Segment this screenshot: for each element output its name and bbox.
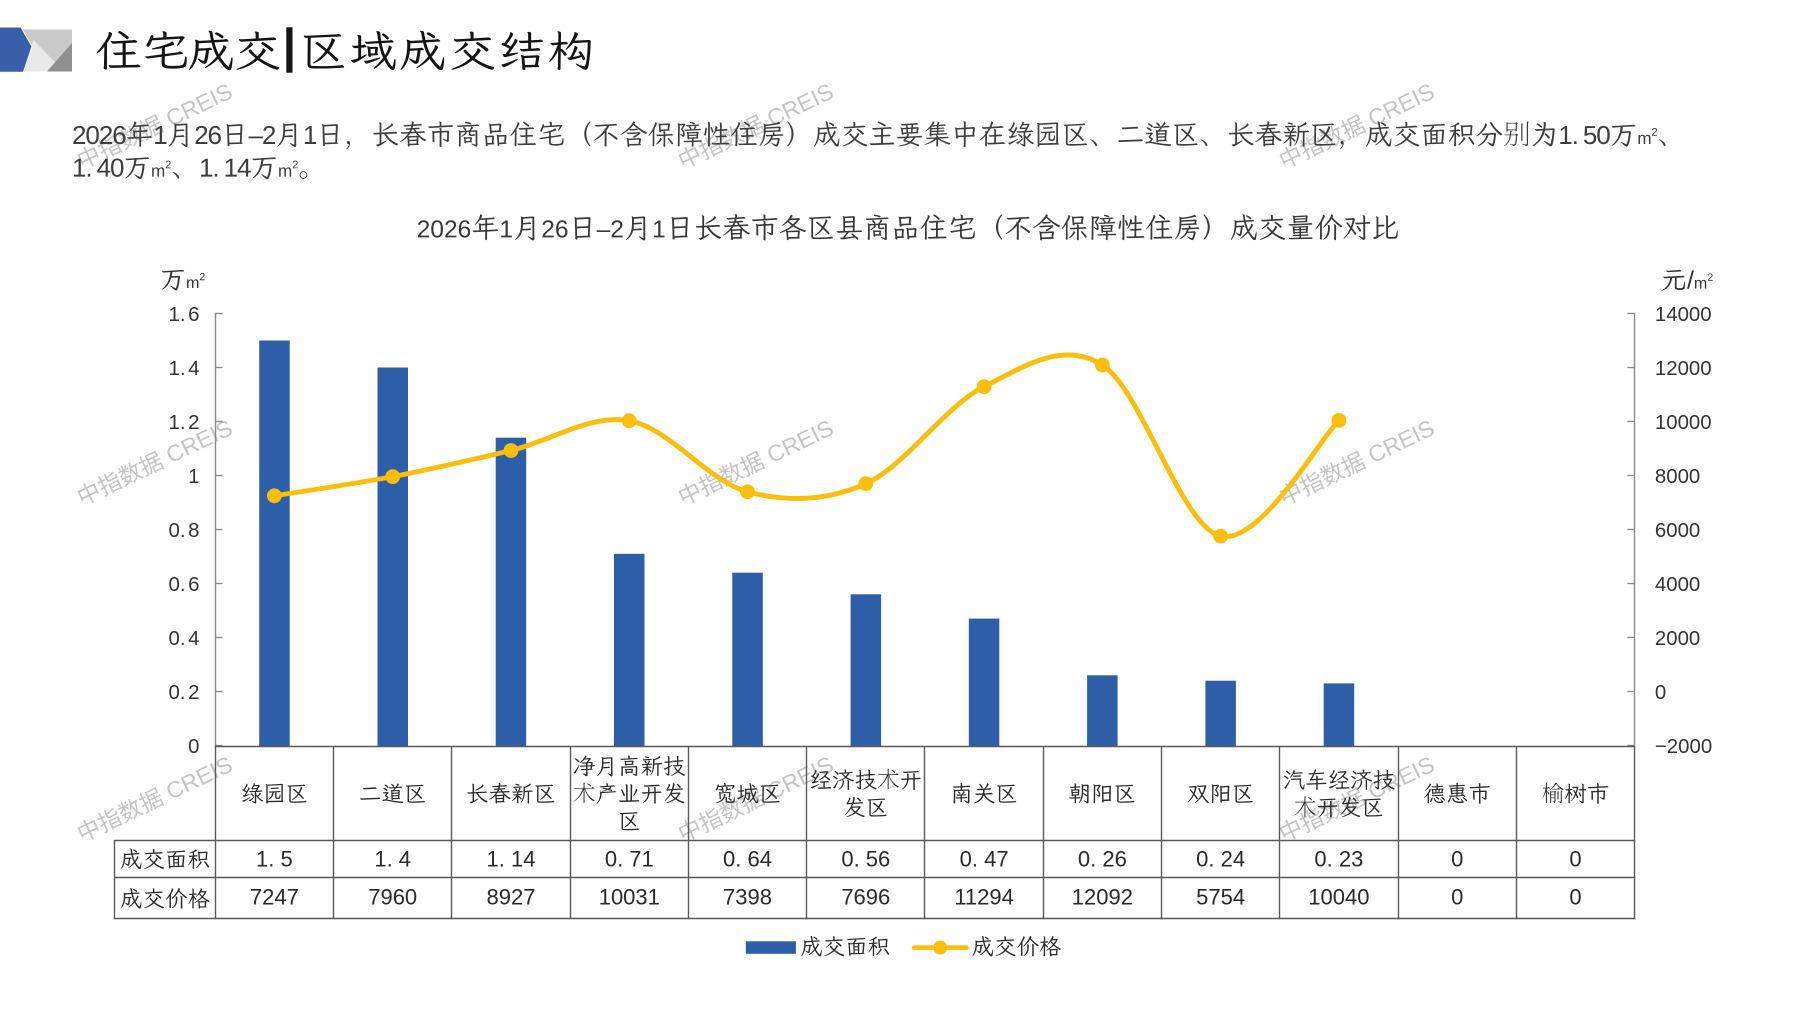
svg-text:0. 71: 0. 71 <box>605 846 654 871</box>
svg-text:12092: 12092 <box>1072 885 1133 910</box>
svg-text:0: 0 <box>1451 846 1463 871</box>
svg-text:14000: 14000 <box>1655 304 1712 326</box>
svg-text:12000: 12000 <box>1655 358 1712 380</box>
svg-text:0. 24: 0. 24 <box>1196 846 1245 871</box>
svg-text:0: 0 <box>188 736 199 758</box>
svg-text:1. 14: 1. 14 <box>487 846 536 871</box>
svg-text:0. 4: 0. 4 <box>168 628 199 650</box>
svg-text:8927: 8927 <box>487 885 536 910</box>
svg-text:10031: 10031 <box>599 885 660 910</box>
svg-text:0. 64: 0. 64 <box>723 846 772 871</box>
svg-text:6000: 6000 <box>1655 520 1700 542</box>
svg-text:0: 0 <box>1569 885 1581 910</box>
svg-text:11294: 11294 <box>954 885 1014 910</box>
svg-text:0. 26: 0. 26 <box>1078 846 1127 871</box>
svg-text:7398: 7398 <box>723 885 772 910</box>
svg-text:7247: 7247 <box>250 885 299 910</box>
svg-text:0. 56: 0. 56 <box>841 846 890 871</box>
svg-text:0. 6: 0. 6 <box>168 574 199 596</box>
svg-text:1. 6: 1. 6 <box>168 304 199 326</box>
svg-text:0. 47: 0. 47 <box>960 846 1009 871</box>
svg-text:0. 2: 0. 2 <box>168 682 199 704</box>
svg-text:0: 0 <box>1451 885 1463 910</box>
svg-text:7960: 7960 <box>368 885 417 910</box>
svg-text:7696: 7696 <box>841 885 890 910</box>
svg-text:5754: 5754 <box>1196 885 1245 910</box>
svg-text:−2000: −2000 <box>1655 736 1712 758</box>
svg-text:4000: 4000 <box>1655 574 1700 596</box>
svg-text:0. 8: 0. 8 <box>168 520 199 542</box>
svg-text:10000: 10000 <box>1655 412 1712 434</box>
svg-text:1: 1 <box>188 466 199 488</box>
svg-text:0: 0 <box>1655 682 1666 704</box>
svg-text:1. 4: 1. 4 <box>168 358 199 380</box>
svg-text:8000: 8000 <box>1655 466 1700 488</box>
svg-text:1. 4: 1. 4 <box>374 846 411 871</box>
svg-text:2000: 2000 <box>1655 628 1700 650</box>
svg-text:0: 0 <box>1569 846 1581 871</box>
svg-text:1. 5: 1. 5 <box>256 846 293 871</box>
svg-text:1. 2: 1. 2 <box>168 412 199 434</box>
svg-text:10040: 10040 <box>1308 885 1369 910</box>
svg-text:0. 23: 0. 23 <box>1314 846 1363 871</box>
